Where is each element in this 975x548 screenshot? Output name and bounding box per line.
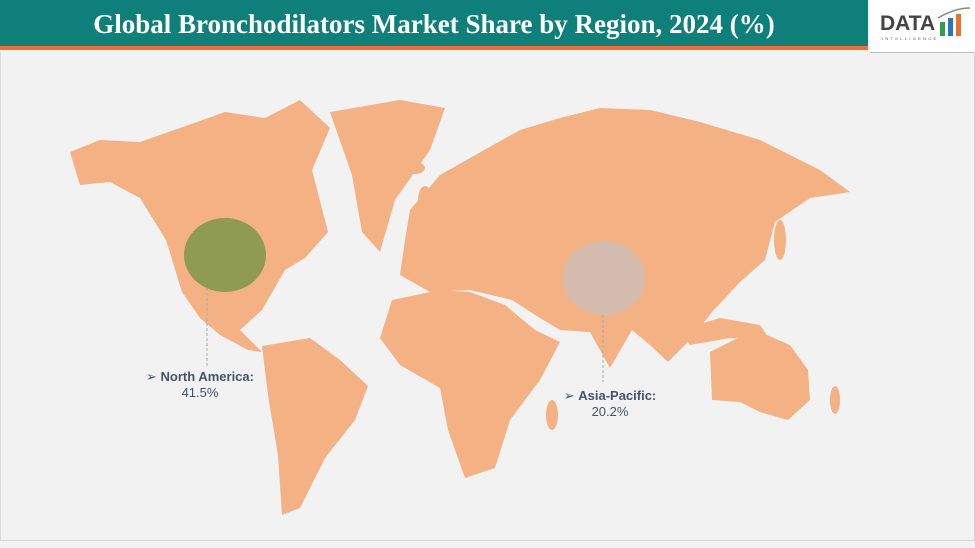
- region-name: North America:: [160, 369, 254, 384]
- japan-land: [774, 220, 786, 260]
- uk-land: [418, 186, 432, 214]
- iceland-land: [405, 162, 425, 174]
- region-value: 20.2%: [591, 404, 629, 419]
- logo-subtext: INTELLIGENCE: [882, 36, 939, 41]
- asia-pacific-bubble: [563, 241, 645, 315]
- title-bar: [0, 0, 868, 50]
- region-name: Asia-Pacific:: [578, 388, 657, 403]
- new-zealand-land: [830, 386, 840, 414]
- arrowhead-right-icon: ➢: [563, 388, 575, 403]
- page-title: Global Bronchodilators Market Share by R…: [93, 9, 775, 39]
- arctic-islands-land: [255, 110, 320, 140]
- north-america-label: ➢ North America: 41.5%: [130, 369, 270, 400]
- greenland-land: [330, 100, 445, 252]
- asia-pacific-label: ➢ Asia-Pacific: 20.2%: [545, 388, 675, 419]
- arrowhead-right-icon: ➢: [146, 369, 157, 384]
- southeast-asia-islands-land: [680, 318, 770, 345]
- south-america-land: [262, 338, 368, 515]
- logo-bars-icon: [937, 7, 971, 36]
- madagascar-land: [546, 400, 558, 430]
- region-value: 41.5%: [181, 385, 219, 400]
- africa-land: [380, 290, 560, 478]
- logo-text: DATA: [880, 12, 936, 35]
- north-america-bubble: [184, 218, 266, 292]
- logo: DATA INTELLIGENCE: [870, 0, 975, 53]
- australia-land: [710, 332, 810, 420]
- eurasia-land: [400, 108, 850, 368]
